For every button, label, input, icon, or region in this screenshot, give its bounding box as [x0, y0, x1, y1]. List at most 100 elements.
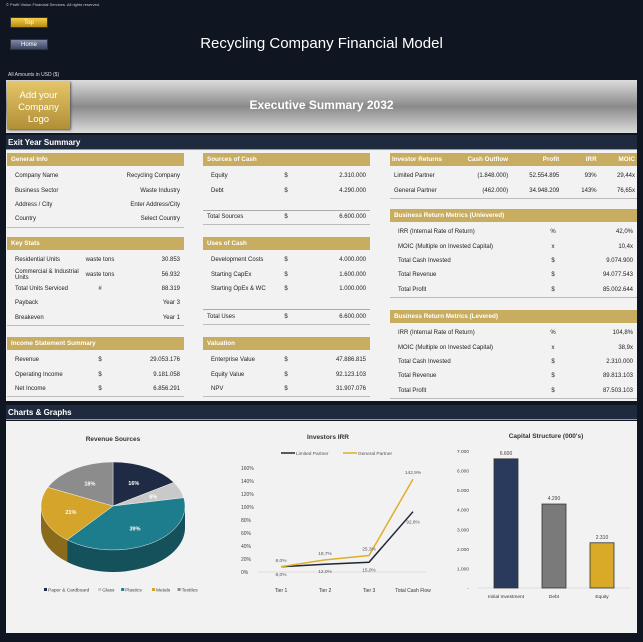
table-row: Country Select Country: [7, 212, 184, 226]
row-value[interactable]: 10,4x: [618, 243, 633, 250]
bar-equity[interactable]: [589, 542, 615, 589]
copyright-text: © Profit Vision Financial Services. All …: [6, 2, 101, 7]
legend-swatch: [44, 588, 47, 591]
currency-note: All Amounts in USD ($): [8, 72, 60, 78]
series-line-general-partner[interactable]: [280, 478, 414, 568]
row-value[interactable]: 88.319: [161, 285, 180, 292]
row-value[interactable]: 38,9x: [618, 344, 633, 351]
row-unit: $: [551, 257, 555, 264]
row-unit: $: [98, 385, 102, 392]
row-value[interactable]: 1.600.000: [339, 271, 366, 278]
column-header: Cash Outflow: [467, 156, 509, 163]
top-button[interactable]: Top: [10, 17, 48, 28]
table-row: Total Revenue $89.813.103: [390, 369, 637, 383]
bar-initial-investment[interactable]: [493, 458, 519, 589]
data-label: 92,8%: [406, 520, 420, 526]
row-value[interactable]: 85.002.644: [602, 286, 633, 293]
pie-slice-paper-cardboard[interactable]: [112, 461, 175, 507]
row-label: Company Name: [15, 173, 59, 180]
table-cell: (462.000): [482, 187, 509, 194]
row-value[interactable]: Waste Industry: [140, 187, 180, 194]
row-value[interactable]: 29.053.176: [149, 357, 180, 364]
table-cell: 93%: [584, 173, 597, 180]
row-value[interactable]: 2.310.000: [606, 358, 633, 365]
column-header: IRR: [585, 156, 597, 163]
legend-swatch: [177, 588, 181, 591]
row-label: Development Costs: [211, 257, 264, 264]
row-value[interactable]: 94.077.543: [602, 272, 633, 279]
pie-slice-metals[interactable]: [40, 487, 114, 541]
row-label: Total Profit: [398, 387, 427, 394]
row-value[interactable]: 4.000.000: [339, 257, 366, 264]
row-label: Debt: [211, 187, 224, 194]
row-value[interactable]: 1.000.000: [339, 285, 366, 292]
x-tick-label: Tier 2: [319, 588, 332, 594]
row-value[interactable]: 4.290.000: [339, 187, 366, 194]
row-label: MOIC (Multiple on Invested Capital): [398, 243, 494, 250]
row-value[interactable]: 9.074.900: [606, 257, 633, 264]
row-unit: $: [551, 358, 555, 365]
column-header: Investor Returns: [392, 156, 443, 163]
row-label: NPV: [211, 385, 224, 392]
row-label: Revenue: [15, 357, 40, 364]
home-button[interactable]: Home: [10, 39, 48, 50]
legend-item: Limited Partner: [296, 451, 329, 457]
general-info-panel-header: General Info: [7, 153, 184, 166]
row-unit: %: [550, 330, 556, 337]
row-value[interactable]: 56.932: [161, 271, 180, 278]
row-unit: $: [284, 357, 288, 364]
row-value[interactable]: Recycling Company: [126, 173, 180, 180]
pie-data-label: 6%: [149, 494, 157, 500]
bar-debt[interactable]: [541, 503, 567, 589]
company-logo-placeholder[interactable]: Add your Company Logo: [7, 81, 70, 129]
data-label: 8,0%: [276, 558, 288, 564]
row-label: Equity: [211, 173, 228, 180]
row-value[interactable]: 30.853: [161, 257, 180, 264]
pie-slice-textiles[interactable]: [47, 461, 114, 507]
row-value[interactable]: 92.123.103: [335, 371, 366, 378]
row-value[interactable]: 87.503.103: [602, 387, 633, 394]
row-unit: x: [551, 243, 555, 250]
row-value[interactable]: 47.886.815: [335, 357, 366, 364]
data-label: 12,0%: [318, 569, 332, 575]
row-value[interactable]: Enter Address/City: [130, 201, 180, 208]
row-unit: $: [284, 385, 288, 392]
levered-metrics-panel-header: Business Return Metrics (Levered): [390, 310, 637, 323]
row-label: Address / City: [15, 201, 53, 208]
row-value[interactable]: 2.310.000: [339, 173, 366, 180]
row-value[interactable]: 9.181.058: [153, 371, 180, 378]
total-unit: $: [284, 313, 288, 320]
row-value[interactable]: 42,0%: [615, 229, 633, 236]
total-value: 6.600.000: [339, 214, 366, 221]
investors-irr-chart: Investors IRR 0% 20% 40% 60% 80% 100% 120% 140% 1…: [241, 434, 431, 594]
legend-swatch: [98, 588, 102, 591]
pie-slice-plastics[interactable]: [66, 497, 186, 551]
table-row: Commercial & Industrial Units waste tons 5…: [7, 267, 184, 281]
row-value[interactable]: Year 3: [162, 300, 180, 307]
row-value[interactable]: Select Country: [140, 216, 180, 223]
table-row: Starting OpEx & WC $1.000.000: [203, 282, 370, 296]
legend-item: Glass: [102, 588, 115, 594]
table-row: Total Revenue $94.077.543: [390, 268, 637, 282]
row-value[interactable]: Year 1: [162, 314, 180, 321]
row-unit: $: [551, 373, 555, 380]
y-tick-label: 60%: [241, 531, 252, 537]
row-value[interactable]: 31.907.076: [335, 385, 366, 392]
legend-item: Paper & Cardboard: [48, 588, 90, 594]
table-row: Net Income $6.856.291: [7, 382, 184, 396]
table-row: Company Name Recycling Company: [7, 169, 184, 183]
row-value[interactable]: 89.813.103: [602, 373, 633, 380]
general-info-panel: General Info Company Name Recycling Compan…: [7, 153, 184, 228]
series-line-limited-partner[interactable]: [280, 511, 414, 568]
chart-title: Capital Structure (000's): [509, 433, 584, 440]
table-row: Equity Value $92.123.103: [203, 367, 370, 381]
pie-slice-side: [67, 506, 185, 572]
page-title: Recycling Company Financial Model: [200, 35, 443, 52]
row-value[interactable]: 6.856.291: [153, 385, 180, 392]
y-tick-label: 100%: [241, 505, 254, 511]
pie-data-label: 16%: [128, 481, 139, 487]
row-value[interactable]: 104,8%: [612, 330, 633, 337]
data-label: 4.290: [548, 496, 561, 502]
total-label: Total Sources: [207, 214, 244, 221]
table-row: Starting CapEx $1.600.000: [203, 267, 370, 281]
